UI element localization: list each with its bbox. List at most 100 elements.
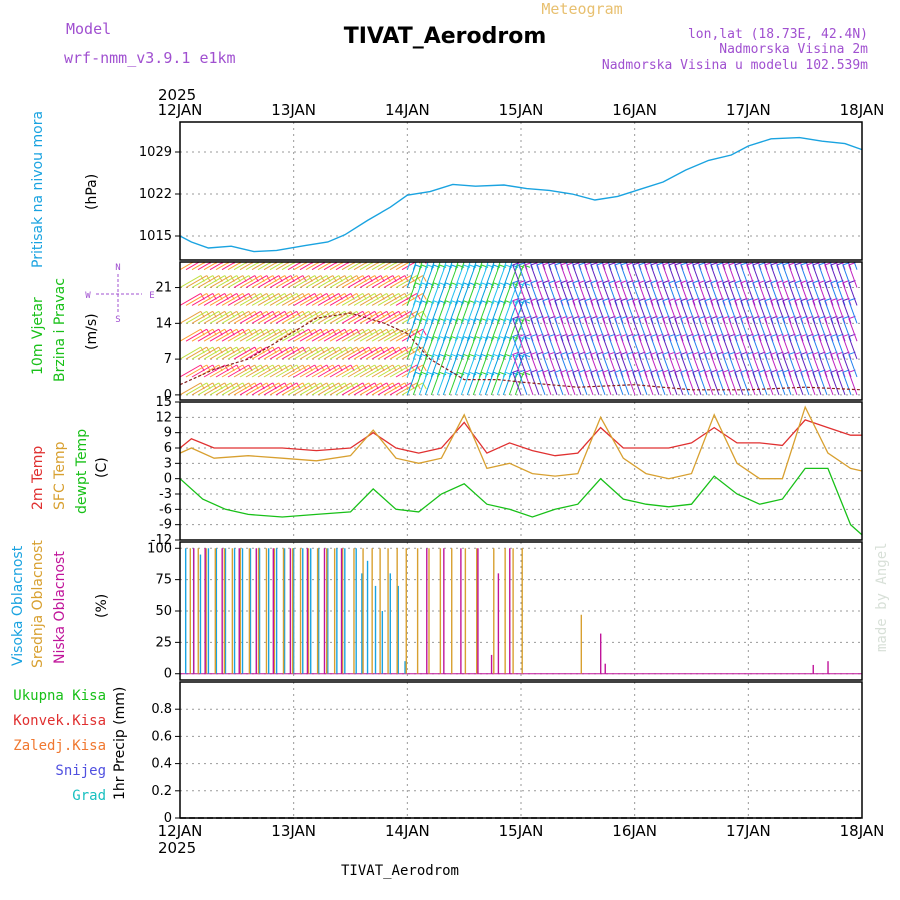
wind-barb [418,262,423,270]
wind-barb [424,262,429,270]
wind-barb [203,346,226,360]
wind-barb [191,364,214,378]
wind-barb-flag [729,245,736,247]
wind-barb [620,372,630,396]
wind-barb [377,293,400,306]
model-label: Model [66,20,111,38]
wind-barb [656,372,666,396]
wind-barb [389,262,405,271]
wind-barb-flag [705,245,712,247]
panel-frame [179,261,863,401]
wind-barb [365,275,388,288]
wind-barb [227,275,250,288]
wind-barb [341,262,357,271]
wind-barb [185,364,208,378]
wind-barb [281,382,304,396]
date-label-top: 12JAN [158,101,203,119]
wind-barb [371,346,394,360]
legend-snow: Snijeg [55,763,106,779]
wind-barb [305,275,328,288]
y-tick-label: 1029 [139,145,172,160]
wind-barb [818,372,828,396]
wind-barb [185,262,201,271]
wind-barb [377,382,400,396]
wind-barb [323,310,346,324]
wind-barb [412,262,417,270]
wind-barb [514,282,525,306]
wind-barb [335,346,358,360]
wind-speed-line [180,312,862,391]
panel-frame [179,401,863,541]
date-label-top: 18JAN [840,101,885,119]
wind-barb [251,364,274,378]
lonlat-label: lon,lat (18.73E, 42.4N) [688,27,868,42]
wind-barb [317,346,340,360]
wind-barb [185,346,208,360]
wind-barb [245,328,268,342]
wind-barb [263,293,286,306]
wind-barb-flag [512,247,519,249]
wind-barb [293,364,316,378]
wind-barb [401,262,417,271]
wind-barb-flag [795,245,802,247]
wind-barb [536,372,546,396]
wind-barb [311,262,327,271]
y-tick-label: -3 [159,487,172,502]
wind-barb [203,293,226,306]
wind-barb [305,364,328,378]
y-tick-label: 0 [164,388,172,403]
wind-barb-flag [537,245,544,247]
wind-barb [263,346,286,360]
high-cloud-label: Visoka Oblacnost [10,545,26,666]
wind-barb [299,262,315,271]
wind-barb [239,364,262,378]
wind-barb [758,372,768,396]
wind-barb [233,262,249,271]
wind-barb [257,262,273,271]
wind-barb [311,328,334,342]
wind-barb [257,293,280,306]
pressure-line [179,136,863,253]
wind-barb-flag [549,245,556,247]
precip-unit: 1hr Precip (mm) [112,687,128,800]
wind-barb [335,328,358,342]
wind-barb [245,275,268,288]
wind-barb [347,382,370,396]
wind-barb [191,293,214,306]
pressure-label: Pritisak na nivou mora [30,111,46,268]
wind-barb [221,275,244,288]
date-label-bottom: 15JAN [499,822,544,840]
wind-barb [554,372,564,396]
mid-cloud-label: Srednja Oblacnost [30,540,46,668]
wind-barb [401,382,424,396]
wind-barb [359,382,382,396]
wind-barb [514,300,525,324]
wind-barb [311,293,334,306]
wind-barb [269,275,292,288]
wind-barb-flag [567,245,574,247]
wind-barb [215,346,238,360]
wind-barb-flag [723,245,730,247]
wind-barb [287,293,310,306]
wind-barb [215,328,238,342]
wind-barb [377,346,400,360]
wind-barb [287,346,310,360]
wind-barb [251,382,274,396]
wind-barb-flag [524,247,531,249]
wind-barb [514,354,525,378]
wind-barb-flag [579,245,586,247]
wind-barb-flag [825,245,832,247]
wind-barb [215,310,238,324]
wind-barb [180,275,202,288]
wind-barb [584,372,594,396]
wind-barb [341,382,364,396]
wind-barb [305,262,321,271]
wind-barb-flag [693,245,700,247]
wind-barb-flag [519,245,526,247]
compass-n: N [115,263,120,273]
y-tick-label: 0 [164,472,172,487]
wind-barb [197,346,220,360]
wind-barb [251,346,274,360]
wind-barb-flag [759,245,766,247]
wind-barb [794,372,804,396]
